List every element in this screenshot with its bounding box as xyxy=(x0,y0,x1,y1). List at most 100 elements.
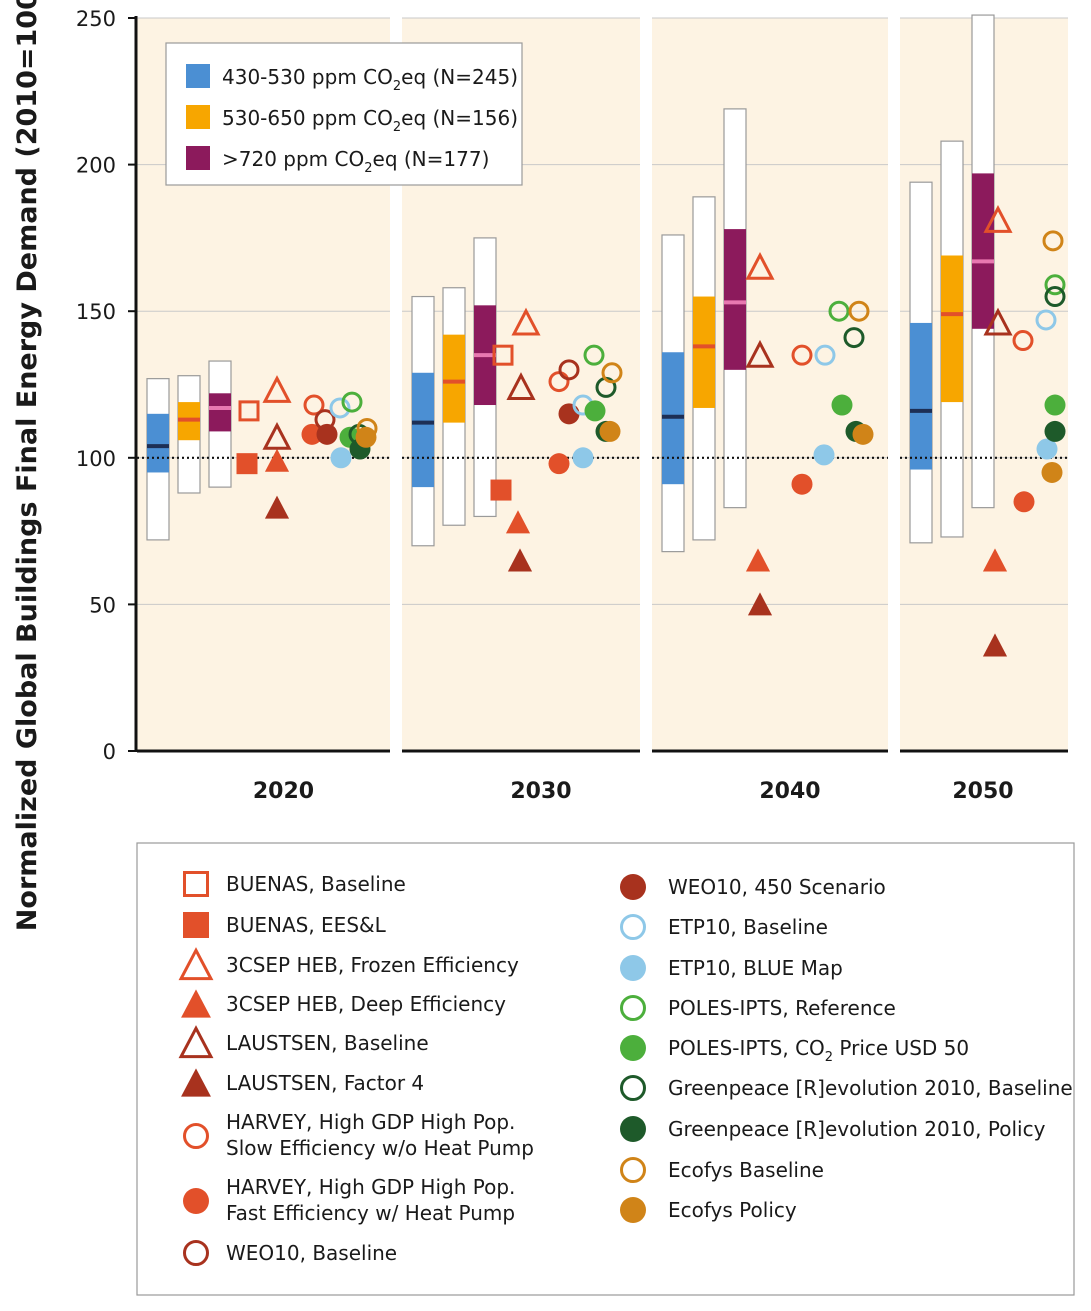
range-box-2040-c3 xyxy=(723,108,747,509)
range-interquartile xyxy=(209,393,231,432)
y-tick-label: 100 xyxy=(76,447,116,471)
legend-label-weo_450: WEO10, 450 Scenario xyxy=(668,875,886,899)
legend-label-etp_blue: ETP10, BLUE Map xyxy=(668,956,843,980)
y-axis-title: Normalized Global Buildings Final Energy… xyxy=(12,0,43,931)
legend-item-weo_450: WEO10, 450 Scenario xyxy=(620,874,886,900)
point-harvey_fast-2020 xyxy=(301,423,323,445)
point-weo_450-2020 xyxy=(316,423,338,445)
point-poles_co2-2040 xyxy=(831,394,853,416)
legend-label-buenas_base: BUENAS, Baseline xyxy=(226,872,406,896)
legend-marker-buenas_eesl xyxy=(183,912,209,938)
legend-item-gp_policy: Greenpeace [R]evolution 2010, Policy xyxy=(620,1116,1046,1142)
range-interquartile xyxy=(412,372,434,488)
legend-marker-etp_blue xyxy=(620,955,646,981)
scenario-legend xyxy=(136,842,1075,1296)
point-csep_deep-2050 xyxy=(982,548,1008,572)
legend-item-csep_deep: 3CSEP HEB, Deep Efficiency xyxy=(181,989,506,1018)
point-harvey_fast-2040 xyxy=(791,473,813,495)
point-csep_frozen-2050 xyxy=(983,205,1013,233)
point-eco_policy-2020 xyxy=(355,426,377,448)
point-poles_ref-2040 xyxy=(828,300,850,322)
range-legend xyxy=(165,42,523,186)
legend-marker-eco_policy xyxy=(620,1197,646,1223)
range-interquartile xyxy=(443,334,465,423)
legend-item-etp_blue: ETP10, BLUE Map xyxy=(620,955,843,981)
y-tick-label: 50 xyxy=(89,593,116,617)
legend-swatch-c1 xyxy=(186,64,210,88)
point-eco_policy-2050 xyxy=(1041,461,1063,483)
point-eco_policy-2030 xyxy=(599,420,621,442)
y-tick-label: 250 xyxy=(76,7,116,31)
point-laus_f4-2030 xyxy=(507,548,533,572)
legend-item-harvey_fast: HARVEY, High GDP High Pop.Fast Efficienc… xyxy=(183,1175,515,1225)
range-box-2030-c3 xyxy=(473,237,497,518)
legend-marker-poles_ref xyxy=(620,995,646,1021)
legend-marker-buenas_base xyxy=(183,871,209,897)
legend-label-eco_policy: Ecofys Policy xyxy=(668,1198,797,1222)
point-laus_base-2030 xyxy=(506,372,536,400)
legend-item-laus_f4: LAUSTSEN, Factor 4 xyxy=(181,1068,424,1097)
point-poles_ref-2050 xyxy=(1044,274,1066,296)
point-laus_f4-2020 xyxy=(264,495,290,519)
legend-label-etp_base: ETP10, Baseline xyxy=(668,915,828,939)
point-harvey_slow-2040 xyxy=(791,344,813,366)
point-csep_deep-2020 xyxy=(264,448,290,472)
range-interquartile xyxy=(972,173,994,329)
range-interquartile xyxy=(693,296,715,408)
range-box-2050-c3 xyxy=(971,14,995,509)
legend-label-laus_base: LAUSTSEN, Baseline xyxy=(226,1031,429,1055)
point-poles_ref-2030 xyxy=(583,344,605,366)
point-csep_frozen-2020 xyxy=(262,375,292,403)
y-tick-label: 0 xyxy=(103,740,116,764)
range-interquartile xyxy=(147,413,169,473)
legend-marker-gp_base xyxy=(620,1075,646,1101)
point-buenas_eesl-2020 xyxy=(236,453,258,475)
legend-label-poles_co2: POLES-IPTS, CO2 Price USD 50 xyxy=(668,1036,969,1065)
point-laus_base-2050 xyxy=(983,307,1013,336)
point-csep_frozen-2030 xyxy=(511,307,541,336)
x-category-label: 2020 xyxy=(253,779,314,804)
panel-2040 xyxy=(652,18,888,751)
y-tick-label: 150 xyxy=(76,300,116,324)
point-weo_450-2030 xyxy=(558,403,580,425)
legend-label-weo_base: WEO10, Baseline xyxy=(226,1241,397,1265)
point-etp_blue-2020 xyxy=(330,447,352,469)
legend-item-poles_ref: POLES-IPTS, Reference xyxy=(620,995,896,1021)
range-interquartile xyxy=(724,229,746,370)
legend-label-poles_ref: POLES-IPTS, Reference xyxy=(668,996,896,1020)
x-category-label: 2050 xyxy=(952,779,1013,804)
point-etp_blue-2050 xyxy=(1036,438,1058,460)
point-harvey_slow-2050 xyxy=(1012,330,1034,352)
range-interquartile xyxy=(910,322,932,470)
point-eco_base-2030 xyxy=(601,362,623,384)
legend-marker-csep_frozen xyxy=(178,947,214,981)
legend-item-etp_base: ETP10, Baseline xyxy=(620,914,828,940)
point-harvey_fast-2030 xyxy=(548,453,570,475)
legend-item-laus_base: LAUSTSEN, Baseline xyxy=(178,1025,429,1059)
legend-swatch-c3 xyxy=(186,146,210,170)
legend-label-buenas_eesl: BUENAS, EES&L xyxy=(226,913,387,937)
legend-marker-poles_co2 xyxy=(620,1035,646,1061)
legend-item-weo_base: WEO10, Baseline xyxy=(183,1240,397,1266)
point-harvey_fast-2050 xyxy=(1013,491,1035,513)
legend-item-poles_co2: POLES-IPTS, CO2 Price USD 50 xyxy=(620,1035,969,1065)
legend-label-gp_policy: Greenpeace [R]evolution 2010, Policy xyxy=(668,1117,1046,1141)
range-box-2040-c2 xyxy=(692,196,716,541)
range-box-2050-c1 xyxy=(909,181,933,544)
legend-label-laus_f4: LAUSTSEN, Factor 4 xyxy=(226,1071,424,1095)
range-box-2030-c1 xyxy=(411,295,435,547)
legend-marker-weo_base xyxy=(183,1240,209,1266)
point-gp_policy-2050 xyxy=(1044,420,1066,442)
point-etp_base-2040 xyxy=(814,344,836,366)
point-harvey_slow-2020 xyxy=(303,394,325,416)
legend-label-harvey_slow: Slow Efficiency w/o Heat Pump xyxy=(226,1136,534,1160)
legend-marker-laus_f4 xyxy=(181,1068,211,1097)
legend-label-harvey_fast: HARVEY, High GDP High Pop. xyxy=(226,1175,515,1199)
legend-label-harvey_fast: Fast Efficiency w/ Heat Pump xyxy=(226,1201,515,1225)
legend-item-eco_base: Ecofys Baseline xyxy=(620,1157,824,1183)
legend-marker-weo_450 xyxy=(620,874,646,900)
point-poles_co2-2030 xyxy=(584,400,606,422)
legend-item-csep_frozen: 3CSEP HEB, Frozen Efficiency xyxy=(178,947,519,981)
range-interquartile xyxy=(941,255,963,403)
legend-label-harvey_slow: HARVEY, High GDP High Pop. xyxy=(226,1110,515,1134)
